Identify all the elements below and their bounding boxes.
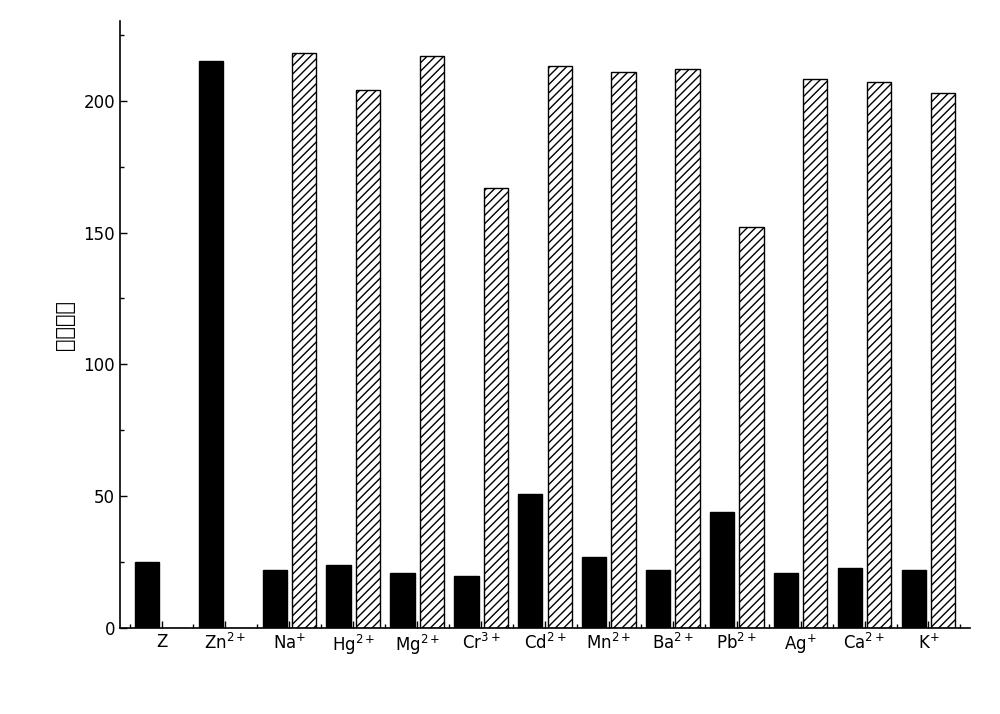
Y-axis label: 荧光强度: 荧光强度 bbox=[55, 300, 75, 350]
Bar bbox=[582, 557, 606, 628]
Bar bbox=[484, 188, 508, 628]
Bar bbox=[838, 568, 862, 628]
Bar bbox=[135, 563, 159, 628]
Bar bbox=[292, 53, 316, 628]
Bar bbox=[739, 227, 764, 628]
Bar bbox=[774, 573, 798, 628]
Bar bbox=[675, 69, 700, 628]
Bar bbox=[518, 494, 542, 628]
Bar bbox=[646, 570, 670, 628]
Bar bbox=[454, 575, 479, 628]
Bar bbox=[867, 82, 891, 628]
Bar bbox=[803, 79, 827, 628]
Bar bbox=[356, 90, 380, 628]
Bar bbox=[390, 573, 415, 628]
Bar bbox=[420, 56, 444, 628]
Bar bbox=[199, 61, 223, 628]
Bar bbox=[710, 512, 734, 628]
Bar bbox=[548, 66, 572, 628]
Bar bbox=[931, 93, 955, 628]
Bar bbox=[611, 71, 636, 628]
Bar bbox=[326, 565, 351, 628]
Bar bbox=[263, 570, 287, 628]
Bar bbox=[902, 570, 926, 628]
